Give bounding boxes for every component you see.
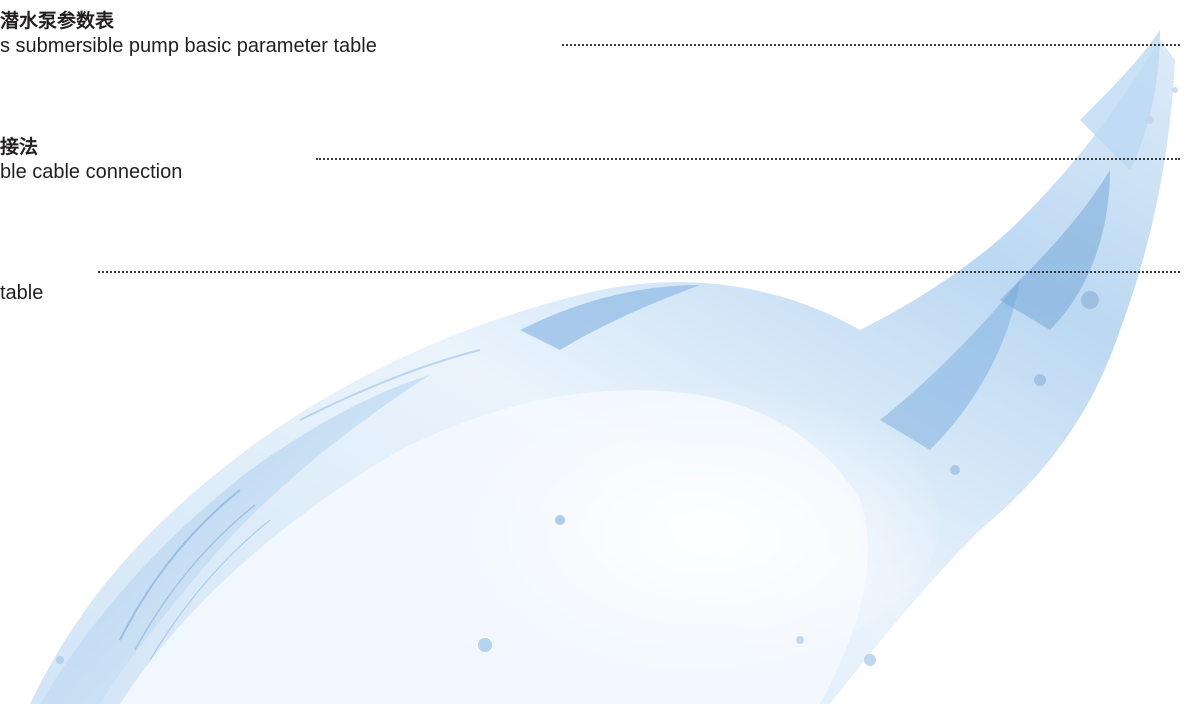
toc-entry-3-leader: [98, 271, 1180, 273]
toc-entry-1[interactable]: 潜水泵参数表 s submersible pump basic paramete…: [0, 10, 377, 59]
toc-entry-3-title-en: table: [0, 282, 44, 304]
toc-entry-2-title-cn: 接法: [0, 136, 39, 158]
toc-entry-1-title-cn: 潜水泵参数表: [0, 10, 115, 32]
toc-entry-2-leader: [316, 158, 1180, 160]
toc-entry-3[interactable]: table: [0, 280, 43, 306]
toc-entry-1-title-en: s submersible pump basic parameter table: [0, 35, 377, 57]
toc-entry-2-title-en: ble cable connection: [0, 161, 183, 183]
toc-entry-2[interactable]: 接法 ble cable connection: [0, 136, 182, 185]
toc-entry-1-leader: [562, 44, 1180, 46]
